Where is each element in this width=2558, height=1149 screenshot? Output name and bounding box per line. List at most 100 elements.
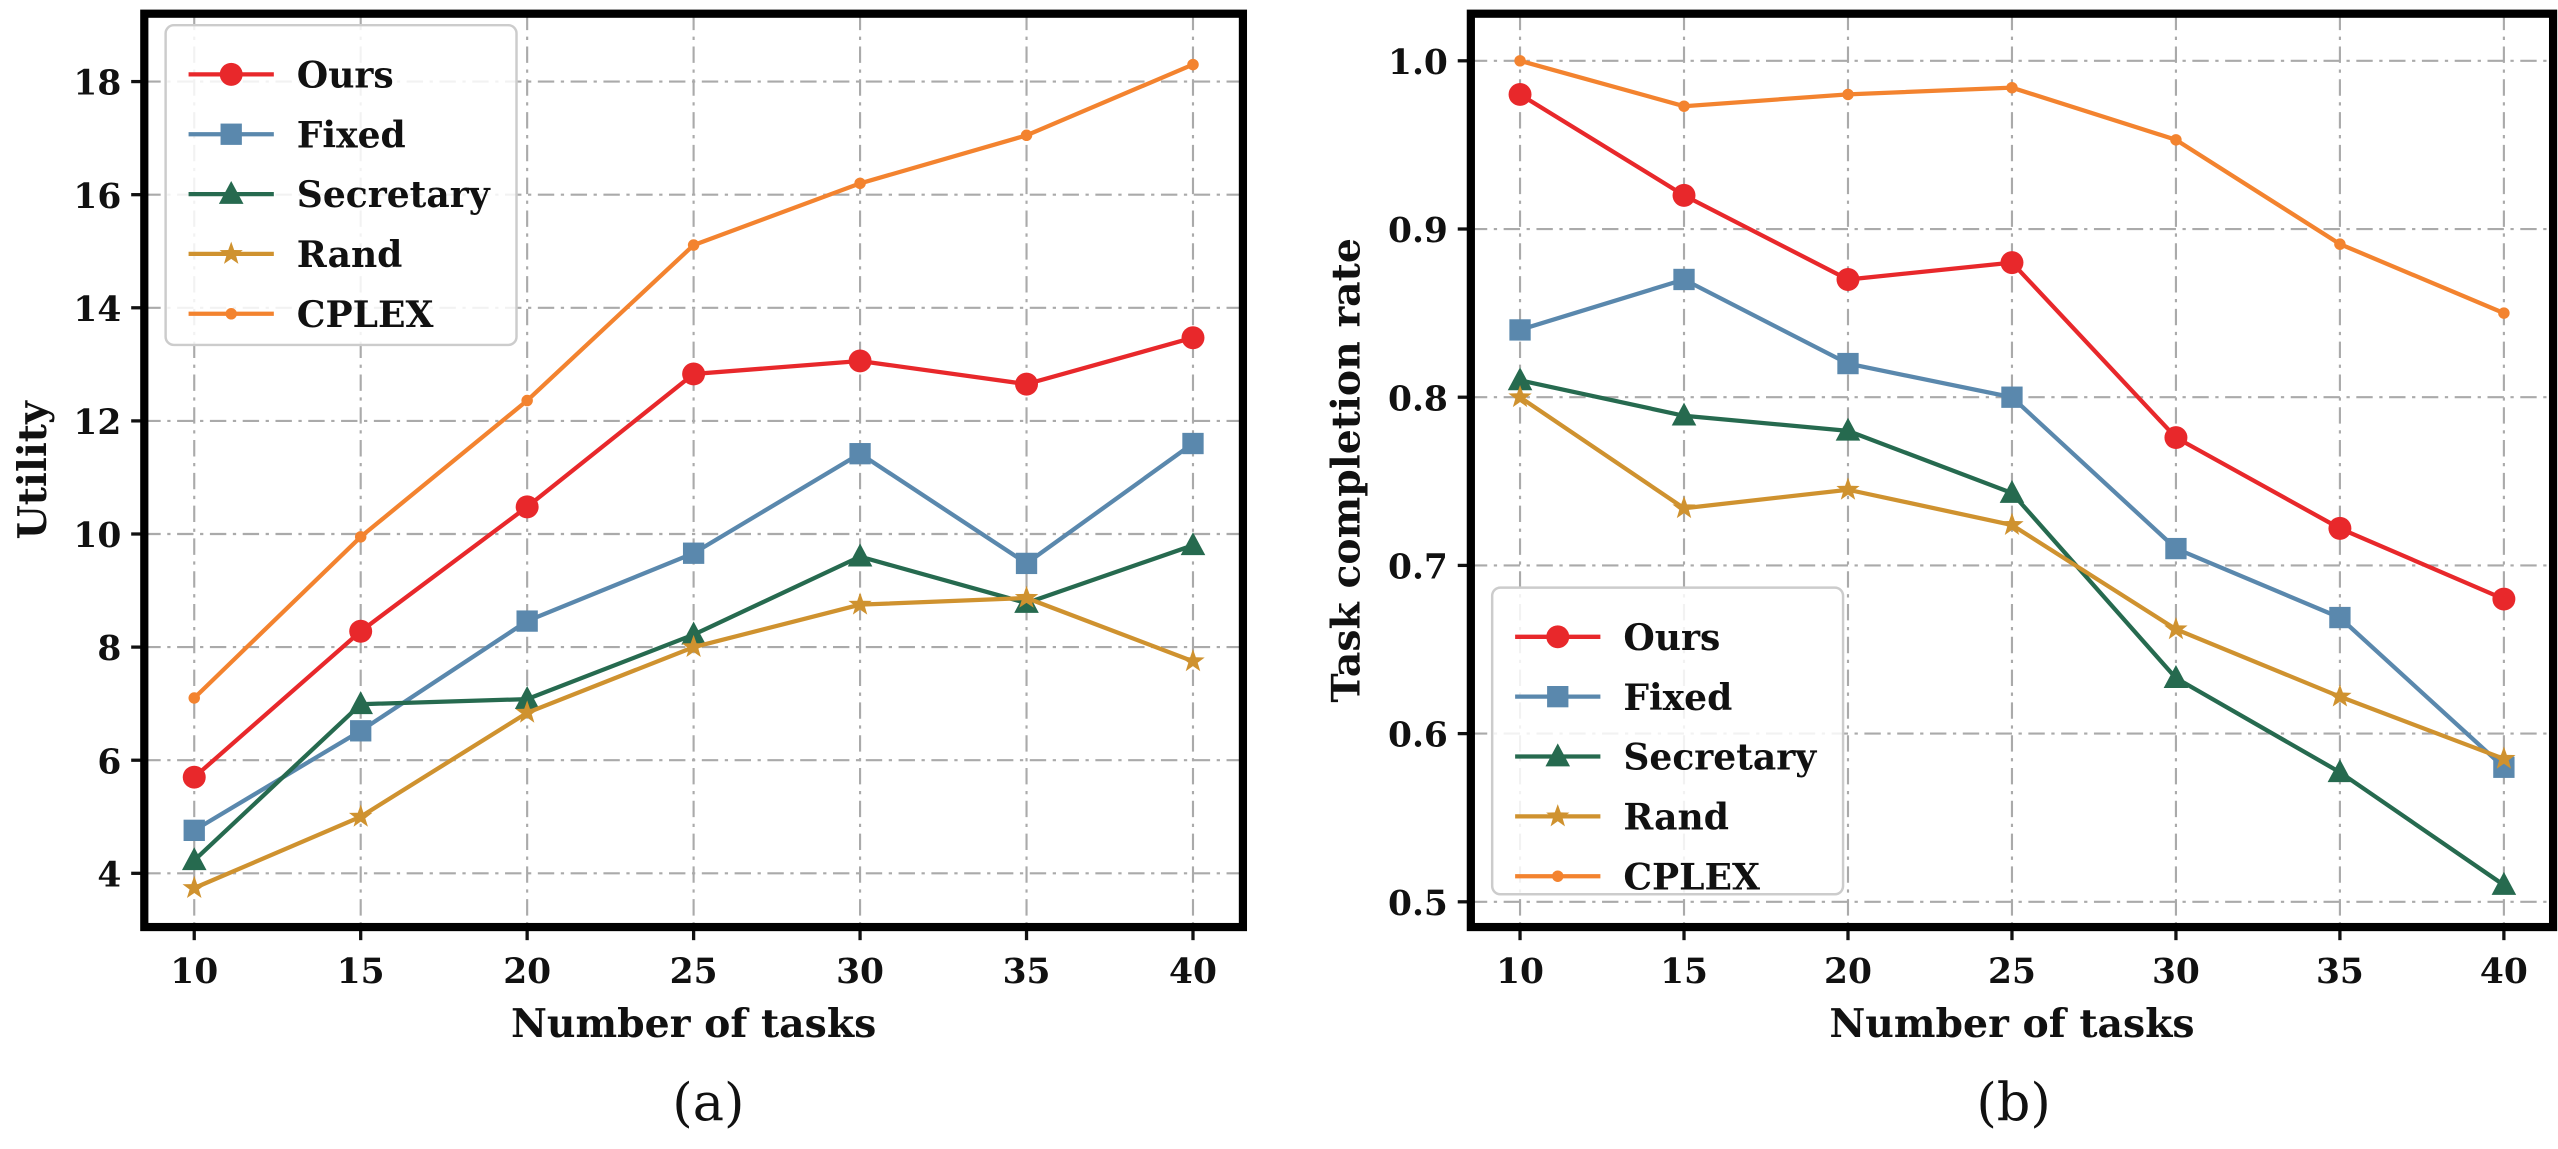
data-point: [1836, 477, 1860, 500]
data-point: [2492, 587, 2516, 611]
data-point: [2001, 386, 2023, 408]
y-tick-label: 0.5: [1388, 884, 1448, 924]
data-point: [2163, 664, 2189, 688]
data-point: [2498, 307, 2510, 319]
legend-marker: [225, 308, 237, 320]
data-point: [2493, 756, 2515, 778]
legend-marker: [1546, 625, 1570, 649]
y-tick-label: 0.7: [1388, 548, 1448, 588]
legend-marker: [219, 62, 243, 86]
data-point: [848, 349, 872, 373]
data-point: [515, 700, 539, 723]
chart-a: 10 15 20 25 30 35 40 4 6 8 10 12 14 16 18 Ours Fixed Secr…: [10, 9, 1248, 1134]
data-point: [1678, 100, 1690, 112]
data-point: [1180, 532, 1206, 556]
data-point: [350, 720, 372, 742]
y-tick-label: 10: [73, 516, 121, 556]
series-cplex: [1514, 55, 2510, 319]
series-rand: [1508, 384, 2516, 769]
data-point: [516, 610, 538, 632]
data-point: [188, 692, 200, 704]
y-tick-label: 0.9: [1388, 211, 1448, 251]
data-point: [2327, 759, 2353, 783]
y-tick-label: 16: [73, 177, 121, 217]
legend: Ours Fixed Secretary Rand CPLEX: [1490, 586, 1845, 898]
series-ours: [182, 326, 1205, 789]
x-tick-label: 20: [503, 952, 551, 992]
data-point: [1673, 268, 1695, 291]
data-point: [1508, 384, 1532, 408]
data-point: [515, 495, 539, 519]
data-point: [849, 443, 871, 465]
legend-marker: [1552, 870, 1564, 882]
y-tick-label: 14: [73, 290, 121, 330]
data-point: [182, 765, 206, 789]
legend-marker: [1547, 686, 1569, 708]
data-point: [182, 875, 206, 899]
data-point: [687, 239, 700, 251]
legend-label: CPLEX: [297, 293, 434, 336]
x-tick-label: 10: [170, 952, 218, 992]
data-point: [1671, 402, 1697, 426]
x-axis-label: Number of tasks: [1829, 1001, 2194, 1047]
data-point: [848, 592, 872, 615]
y-tick-label: 18: [73, 64, 121, 104]
data-point: [1187, 58, 1199, 71]
data-point: [1836, 267, 1860, 291]
x-tick-label: 40: [2480, 952, 2528, 992]
data-point: [2328, 516, 2352, 540]
legend-marker: [220, 123, 242, 145]
legend-marker: [1545, 743, 1571, 767]
x-tick-label: 35: [1003, 952, 1051, 992]
x-tick-label: 10: [1496, 952, 1544, 992]
data-point: [2000, 512, 2024, 535]
data-point: [183, 819, 205, 841]
data-point: [2329, 606, 2351, 629]
x-tick-label: 40: [1169, 952, 1217, 992]
data-point: [2328, 684, 2352, 707]
data-point: [1015, 552, 1038, 575]
data-point: [1182, 432, 1204, 455]
series-rand: [182, 585, 1205, 899]
plot-frame: [1466, 9, 2558, 932]
data-point: [1672, 183, 1696, 207]
data-point: [2492, 746, 2516, 769]
legend-label: Rand: [1623, 795, 1729, 838]
data-point: [348, 804, 373, 827]
data-point: [681, 634, 706, 657]
legend: Ours Fixed Secretary Rand CPLEX: [164, 23, 518, 347]
x-tick-label: 35: [2316, 952, 2364, 992]
legend-label: Secretary: [1623, 736, 1817, 779]
data-point: [681, 621, 706, 645]
data-point: [2165, 537, 2187, 560]
x-axis-label: Number of tasks: [511, 1001, 876, 1047]
chart-b: 10 15 20 25 30 35 40 0.5 0.6 0.7 0.8 0.9 1.0 Ours Fixe…: [1323, 9, 2558, 1134]
x-tick-label: 25: [1988, 952, 2036, 992]
legend-label: Fixed: [1623, 676, 1732, 719]
panel-caption: (b): [1976, 1073, 2051, 1134]
data-point: [348, 691, 373, 715]
data-point: [2170, 134, 2182, 146]
data-point: [682, 542, 705, 564]
legend-label: Fixed: [297, 113, 406, 156]
data-point: [1842, 88, 1854, 101]
data-point: [2164, 426, 2188, 450]
data-point: [1837, 352, 1859, 375]
data-point: [1181, 326, 1205, 350]
data-point: [2334, 238, 2346, 250]
x-tick-label: 20: [1824, 952, 1872, 992]
data-point: [521, 394, 533, 407]
data-point: [854, 177, 866, 190]
data-point: [1015, 372, 1039, 396]
x-tick-label: 15: [1660, 952, 1708, 992]
data-point: [1020, 129, 1033, 142]
data-point: [1835, 417, 1861, 441]
data-point: [349, 619, 373, 643]
plot-frame: [140, 9, 1248, 932]
data-point: [1509, 319, 1531, 341]
legend-label: Ours: [297, 53, 394, 96]
data-point: [2491, 871, 2517, 895]
series-fixed: [1509, 268, 2515, 778]
